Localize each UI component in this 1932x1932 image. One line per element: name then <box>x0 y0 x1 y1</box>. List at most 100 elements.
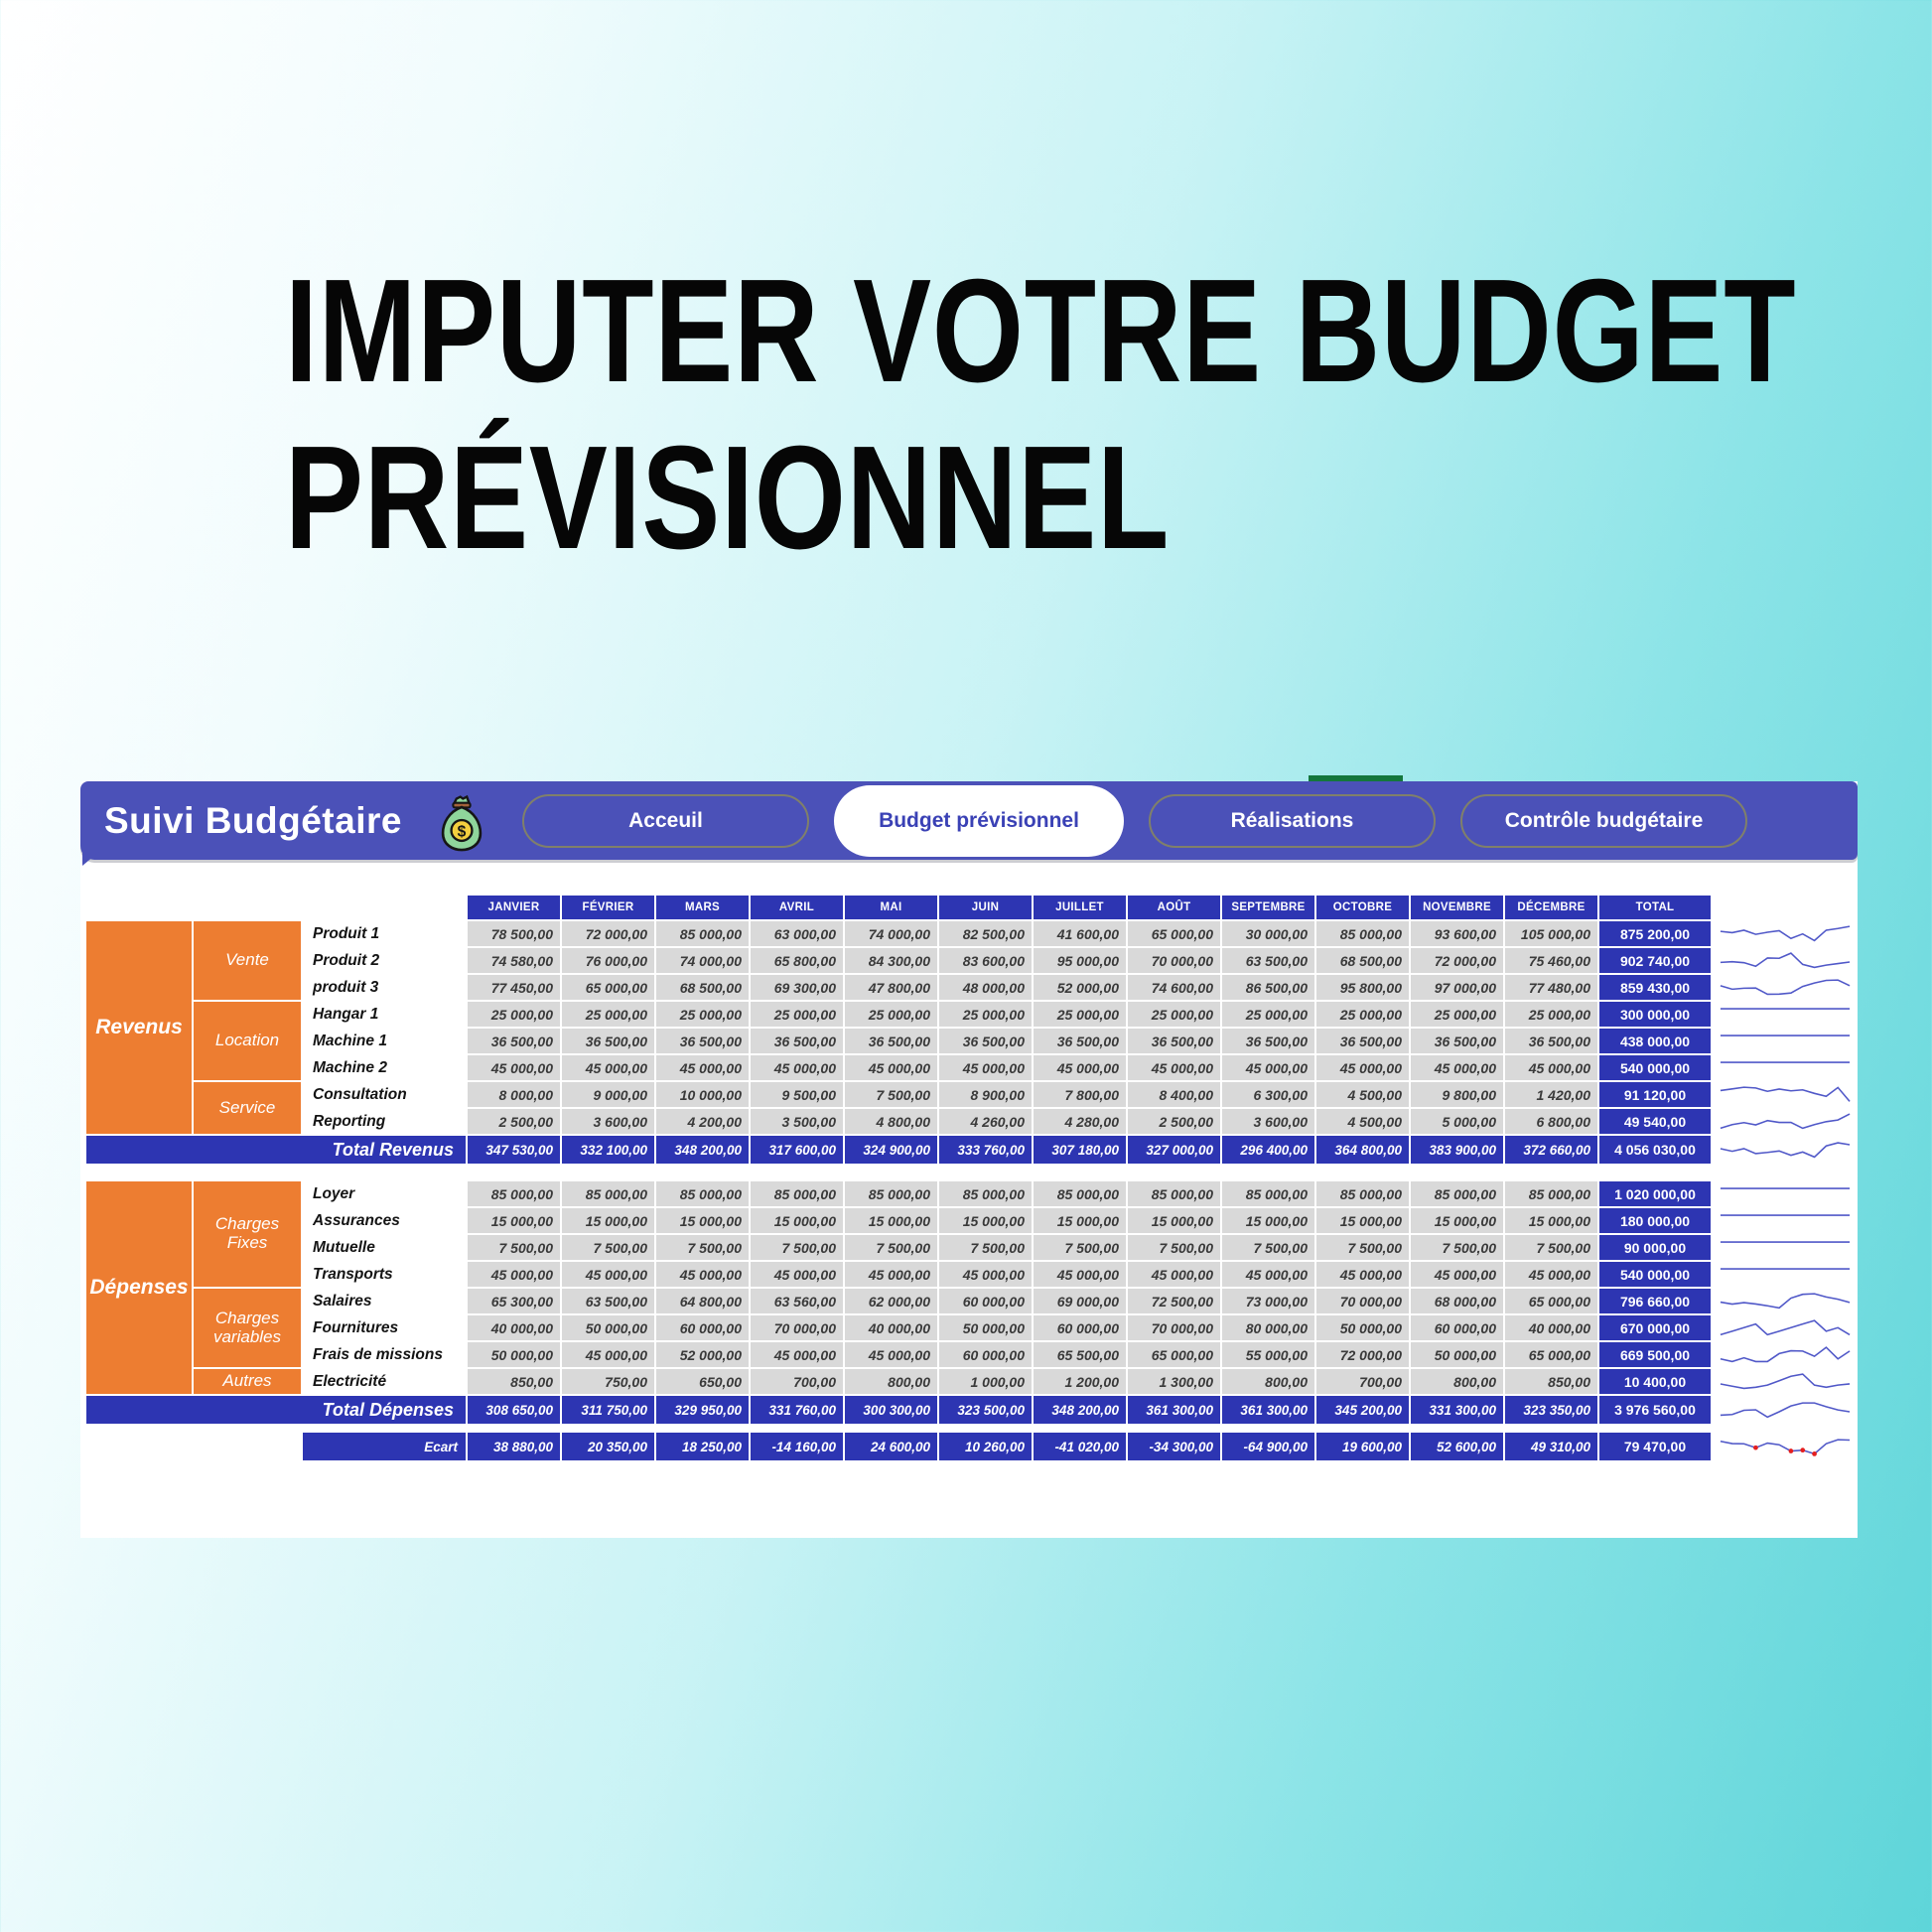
value-cell[interactable]: 72 000,00 <box>1316 1342 1409 1367</box>
value-cell[interactable]: 105 000,00 <box>1505 921 1597 946</box>
value-cell[interactable]: 69 300,00 <box>751 975 843 1000</box>
value-cell[interactable]: 72 500,00 <box>1128 1289 1220 1313</box>
value-cell[interactable]: 7 500,00 <box>1316 1235 1409 1260</box>
value-cell[interactable]: 15 000,00 <box>656 1208 749 1233</box>
value-cell[interactable]: 850,00 <box>468 1369 560 1394</box>
value-cell[interactable]: 60 000,00 <box>1411 1315 1503 1340</box>
value-cell[interactable]: 85 000,00 <box>1034 1181 1126 1206</box>
value-cell[interactable]: 75 460,00 <box>1505 948 1597 973</box>
value-cell[interactable]: 15 000,00 <box>468 1208 560 1233</box>
value-cell[interactable]: 7 500,00 <box>468 1235 560 1260</box>
value-cell[interactable]: 93 600,00 <box>1411 921 1503 946</box>
value-cell[interactable]: 97 000,00 <box>1411 975 1503 1000</box>
value-cell[interactable]: 36 500,00 <box>562 1029 654 1053</box>
value-cell[interactable]: 85 000,00 <box>1316 921 1409 946</box>
value-cell[interactable]: 45 000,00 <box>1222 1262 1314 1287</box>
value-cell[interactable]: 65 000,00 <box>1128 1342 1220 1367</box>
value-cell[interactable]: 45 000,00 <box>1034 1055 1126 1080</box>
tab-acceuil[interactable]: Acceuil <box>522 793 809 848</box>
value-cell[interactable]: 74 000,00 <box>656 948 749 973</box>
value-cell[interactable]: 63 500,00 <box>1222 948 1314 973</box>
value-cell[interactable]: 60 000,00 <box>1034 1315 1126 1340</box>
value-cell[interactable]: 78 500,00 <box>468 921 560 946</box>
value-cell[interactable]: 36 500,00 <box>751 1029 843 1053</box>
value-cell[interactable]: 4 500,00 <box>1316 1109 1409 1134</box>
value-cell[interactable]: 45 000,00 <box>468 1055 560 1080</box>
value-cell[interactable]: 45 000,00 <box>845 1262 937 1287</box>
value-cell[interactable]: 25 000,00 <box>562 1002 654 1027</box>
value-cell[interactable]: 70 000,00 <box>751 1315 843 1340</box>
value-cell[interactable]: 62 000,00 <box>845 1289 937 1313</box>
value-cell[interactable]: 45 000,00 <box>939 1055 1032 1080</box>
value-cell[interactable]: 15 000,00 <box>751 1208 843 1233</box>
value-cell[interactable]: 45 000,00 <box>1505 1262 1597 1287</box>
value-cell[interactable]: 65 300,00 <box>468 1289 560 1313</box>
value-cell[interactable]: 25 000,00 <box>1034 1002 1126 1027</box>
value-cell[interactable]: 45 000,00 <box>751 1262 843 1287</box>
value-cell[interactable]: 95 000,00 <box>1034 948 1126 973</box>
value-cell[interactable]: 36 500,00 <box>939 1029 1032 1053</box>
value-cell[interactable]: 25 000,00 <box>1222 1002 1314 1027</box>
value-cell[interactable]: 52 000,00 <box>656 1342 749 1367</box>
value-cell[interactable]: 72 000,00 <box>1411 948 1503 973</box>
value-cell[interactable]: 85 000,00 <box>939 1181 1032 1206</box>
value-cell[interactable]: 60 000,00 <box>939 1342 1032 1367</box>
value-cell[interactable]: 36 500,00 <box>845 1029 937 1053</box>
value-cell[interactable]: 70 000,00 <box>1128 948 1220 973</box>
value-cell[interactable]: 25 000,00 <box>1505 1002 1597 1027</box>
value-cell[interactable]: 50 000,00 <box>1411 1342 1503 1367</box>
value-cell[interactable]: 7 500,00 <box>1128 1235 1220 1260</box>
value-cell[interactable]: 85 000,00 <box>656 921 749 946</box>
value-cell[interactable]: 3 500,00 <box>751 1109 843 1134</box>
value-cell[interactable]: 45 000,00 <box>751 1055 843 1080</box>
value-cell[interactable]: 45 000,00 <box>1411 1262 1503 1287</box>
value-cell[interactable]: 69 000,00 <box>1034 1289 1126 1313</box>
value-cell[interactable]: 45 000,00 <box>468 1262 560 1287</box>
value-cell[interactable]: 3 600,00 <box>1222 1109 1314 1134</box>
value-cell[interactable]: 25 000,00 <box>656 1002 749 1027</box>
value-cell[interactable]: 86 500,00 <box>1222 975 1314 1000</box>
value-cell[interactable]: 7 500,00 <box>751 1235 843 1260</box>
value-cell[interactable]: 8 400,00 <box>1128 1082 1220 1107</box>
value-cell[interactable]: 15 000,00 <box>1411 1208 1503 1233</box>
value-cell[interactable]: 63 560,00 <box>751 1289 843 1313</box>
value-cell[interactable]: 2 500,00 <box>1128 1109 1220 1134</box>
value-cell[interactable]: 15 000,00 <box>1505 1208 1597 1233</box>
value-cell[interactable]: 4 260,00 <box>939 1109 1032 1134</box>
value-cell[interactable]: 4 280,00 <box>1034 1109 1126 1134</box>
value-cell[interactable]: 64 800,00 <box>656 1289 749 1313</box>
value-cell[interactable]: 650,00 <box>656 1369 749 1394</box>
tab-contr-le-budg-taire[interactable]: Contrôle budgétaire <box>1460 793 1747 848</box>
value-cell[interactable]: 74 580,00 <box>468 948 560 973</box>
value-cell[interactable]: 45 000,00 <box>1128 1055 1220 1080</box>
value-cell[interactable]: 8 900,00 <box>939 1082 1032 1107</box>
value-cell[interactable]: 7 500,00 <box>939 1235 1032 1260</box>
value-cell[interactable]: 85 000,00 <box>1505 1181 1597 1206</box>
value-cell[interactable]: 25 000,00 <box>751 1002 843 1027</box>
value-cell[interactable]: 7 500,00 <box>845 1082 937 1107</box>
value-cell[interactable]: 15 000,00 <box>939 1208 1032 1233</box>
value-cell[interactable]: 15 000,00 <box>1316 1208 1409 1233</box>
value-cell[interactable]: 10 000,00 <box>656 1082 749 1107</box>
tab-budget-pr-visionnel[interactable]: Budget prévisionnel <box>834 784 1124 857</box>
value-cell[interactable]: 65 800,00 <box>751 948 843 973</box>
value-cell[interactable]: 25 000,00 <box>1316 1002 1409 1027</box>
value-cell[interactable]: 25 000,00 <box>468 1002 560 1027</box>
value-cell[interactable]: 15 000,00 <box>1034 1208 1126 1233</box>
value-cell[interactable]: 74 600,00 <box>1128 975 1220 1000</box>
value-cell[interactable]: 1 000,00 <box>939 1369 1032 1394</box>
value-cell[interactable]: 52 000,00 <box>1034 975 1126 1000</box>
value-cell[interactable]: 5 000,00 <box>1411 1109 1503 1134</box>
value-cell[interactable]: 7 500,00 <box>1222 1235 1314 1260</box>
value-cell[interactable]: 85 000,00 <box>1128 1181 1220 1206</box>
value-cell[interactable]: 45 000,00 <box>1222 1055 1314 1080</box>
value-cell[interactable]: 30 000,00 <box>1222 921 1314 946</box>
value-cell[interactable]: 45 000,00 <box>1128 1262 1220 1287</box>
value-cell[interactable]: 40 000,00 <box>845 1315 937 1340</box>
value-cell[interactable]: 45 000,00 <box>845 1055 937 1080</box>
value-cell[interactable]: 68 500,00 <box>1316 948 1409 973</box>
value-cell[interactable]: 45 000,00 <box>751 1342 843 1367</box>
value-cell[interactable]: 4 500,00 <box>1316 1082 1409 1107</box>
value-cell[interactable]: 65 000,00 <box>1505 1342 1597 1367</box>
value-cell[interactable]: 63 500,00 <box>562 1289 654 1313</box>
